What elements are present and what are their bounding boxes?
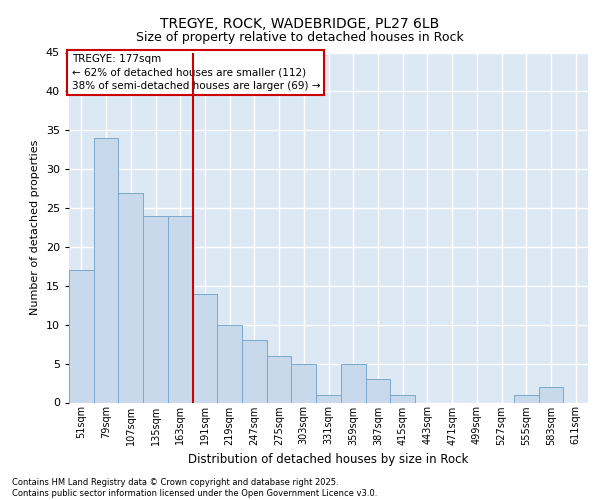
- Bar: [539, 387, 563, 402]
- Bar: [143, 216, 168, 402]
- Bar: [217, 324, 242, 402]
- Bar: [94, 138, 118, 402]
- Bar: [365, 379, 390, 402]
- Bar: [242, 340, 267, 402]
- Text: TREGYE, ROCK, WADEBRIDGE, PL27 6LB: TREGYE, ROCK, WADEBRIDGE, PL27 6LB: [160, 18, 440, 32]
- Bar: [69, 270, 94, 402]
- X-axis label: Distribution of detached houses by size in Rock: Distribution of detached houses by size …: [188, 453, 469, 466]
- Bar: [514, 394, 539, 402]
- Bar: [193, 294, 217, 403]
- Y-axis label: Number of detached properties: Number of detached properties: [30, 140, 40, 315]
- Bar: [292, 364, 316, 403]
- Bar: [118, 192, 143, 402]
- Bar: [390, 394, 415, 402]
- Bar: [267, 356, 292, 403]
- Bar: [168, 216, 193, 402]
- Bar: [341, 364, 365, 403]
- Text: Size of property relative to detached houses in Rock: Size of property relative to detached ho…: [136, 31, 464, 44]
- Bar: [316, 394, 341, 402]
- Text: TREGYE: 177sqm
← 62% of detached houses are smaller (112)
38% of semi-detached h: TREGYE: 177sqm ← 62% of detached houses …: [71, 54, 320, 90]
- Text: Contains HM Land Registry data © Crown copyright and database right 2025.
Contai: Contains HM Land Registry data © Crown c…: [12, 478, 377, 498]
